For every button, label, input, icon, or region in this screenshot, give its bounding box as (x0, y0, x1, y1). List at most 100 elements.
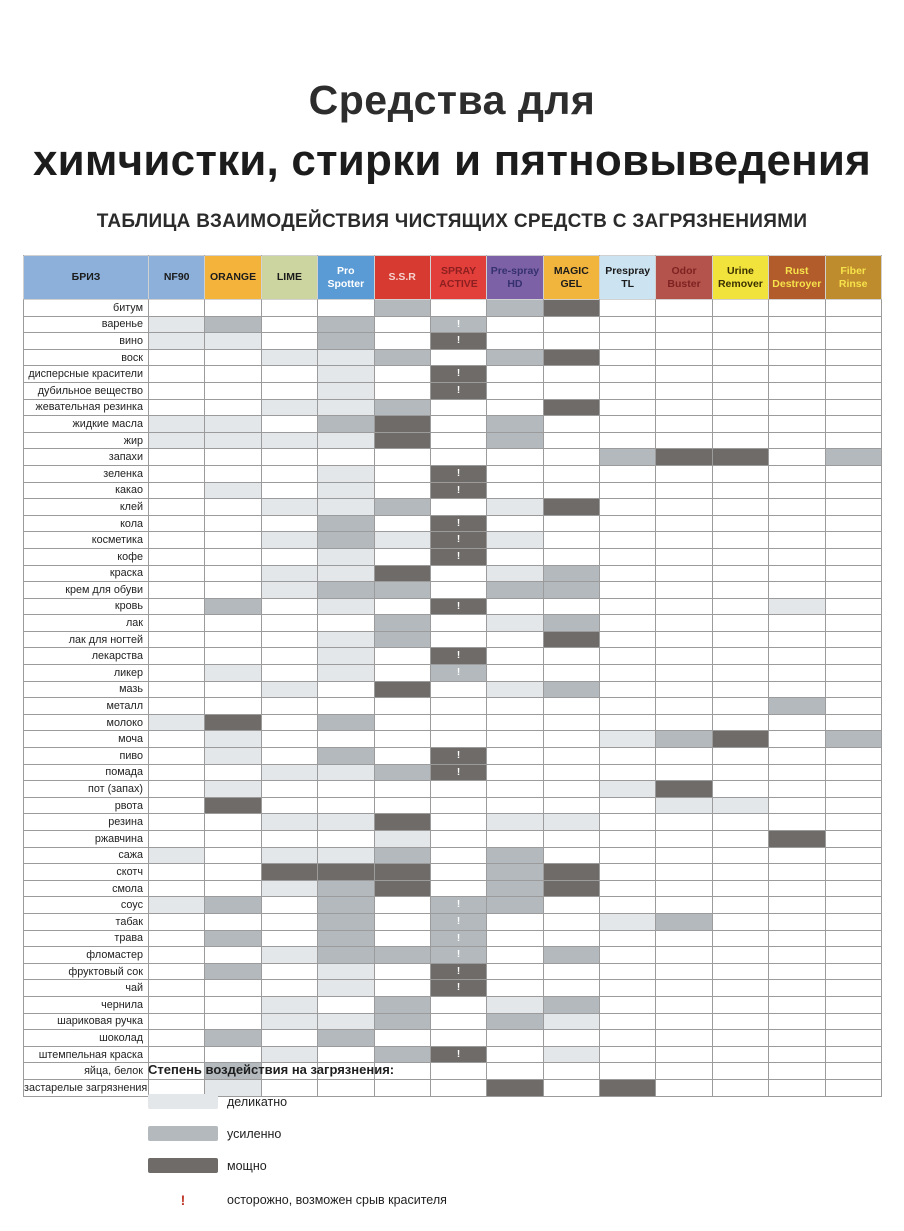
intensity-cell (598, 448, 657, 466)
intensity-cell (711, 946, 770, 964)
intensity-cell (260, 431, 319, 450)
dye-warning-icon: ! (456, 534, 461, 546)
intensity-cell (542, 962, 601, 981)
intensity-cell (542, 630, 601, 649)
intensity-cell (204, 763, 262, 782)
intensity-cell (373, 481, 431, 500)
legend-warning-row: ! осторожно, возможен срыв красителя (148, 1192, 708, 1208)
intensity-cell (147, 780, 206, 798)
intensity-cell (824, 614, 882, 632)
intensity-cell (317, 995, 375, 1014)
intensity-cell (711, 1045, 770, 1064)
intensity-cell (147, 381, 206, 400)
stain-row-label: помада (23, 763, 149, 782)
intensity-cell (147, 464, 206, 483)
intensity-cell (317, 946, 375, 964)
intensity-cell (204, 713, 262, 732)
intensity-cell (147, 813, 206, 831)
table-row: лекарства! (23, 647, 882, 666)
intensity-cell (542, 1045, 601, 1064)
intensity-cell (317, 763, 375, 782)
intensity-cell (824, 299, 882, 317)
intensity-cell (542, 664, 601, 682)
table-row: шоколад (23, 1029, 882, 1047)
intensity-cell (542, 747, 601, 765)
intensity-cell (317, 531, 375, 549)
intensity-cell (260, 1045, 319, 1064)
intensity-cell (260, 348, 319, 367)
intensity-cell (373, 813, 431, 831)
page-title: Средства для химчистки, стирки и пятновы… (0, 0, 904, 185)
intensity-cell (147, 995, 206, 1014)
intensity-cell (711, 879, 770, 898)
stain-row-label: пиво (23, 747, 149, 765)
intensity-cell (598, 581, 657, 599)
intensity-cell (486, 514, 544, 533)
intensity-cell (824, 946, 882, 964)
dye-warning-icon: ! (456, 932, 461, 944)
intensity-cell (768, 647, 826, 666)
intensity-cell (373, 547, 431, 566)
intensity-cell (147, 1078, 206, 1097)
intensity-cell (147, 979, 206, 997)
intensity-cell (260, 979, 319, 997)
intensity-cell (598, 348, 657, 367)
intensity-cell (373, 647, 431, 666)
intensity-cell (317, 581, 375, 599)
intensity-cell (373, 1078, 431, 1097)
intensity-cell (260, 415, 319, 433)
intensity-cell (373, 763, 431, 782)
intensity-cell (824, 1029, 882, 1047)
product-column-header: NF90 (147, 255, 206, 300)
intensity-cell (373, 780, 431, 798)
interaction-matrix: БРИЗ NF90 ORANGE LIME Pro Spotter S.S.R SPRAY … (23, 255, 882, 1097)
intensity-cell (204, 896, 262, 914)
intensity-cell (147, 796, 206, 815)
intensity-cell (486, 365, 544, 383)
intensity-cell (655, 664, 713, 682)
intensity-cell (486, 1029, 544, 1047)
dye-warning-icon: ! (456, 667, 461, 679)
intensity-cell (147, 879, 206, 898)
intensity-cell (260, 1078, 319, 1097)
intensity-cell (655, 780, 713, 798)
intensity-cell (486, 962, 544, 981)
intensity-cell (204, 697, 262, 715)
intensity-cell (598, 780, 657, 798)
intensity-cell (373, 581, 431, 599)
intensity-cell (824, 315, 882, 334)
intensity-cell (542, 547, 601, 566)
stain-row-label: рвота (23, 796, 149, 815)
table-row: кола! (23, 514, 882, 533)
table-row: резина (23, 813, 882, 831)
intensity-cell: ! (429, 946, 488, 964)
intensity-cell (317, 929, 375, 948)
intensity-cell (373, 747, 431, 765)
intensity-cell (317, 962, 375, 981)
intensity-cell (711, 979, 770, 997)
intensity-cell (373, 365, 431, 383)
stain-row-label: скотч (23, 863, 149, 881)
intensity-cell (768, 481, 826, 500)
intensity-cell (147, 415, 206, 433)
intensity-cell (373, 979, 431, 997)
intensity-cell (655, 348, 713, 367)
intensity-cell (655, 481, 713, 500)
dye-warning-icon: ! (456, 368, 461, 380)
table-row: рвота (23, 796, 882, 815)
intensity-cell (824, 747, 882, 765)
intensity-cell (824, 448, 882, 466)
intensity-cell (317, 332, 375, 350)
intensity-cell (317, 979, 375, 997)
table-row: битум (23, 299, 882, 317)
intensity-cell (824, 415, 882, 433)
intensity-cell: ! (429, 747, 488, 765)
intensity-cell (147, 697, 206, 715)
intensity-cell (204, 398, 262, 417)
intensity-cell (260, 547, 319, 566)
intensity-cell (824, 979, 882, 997)
intensity-cell (204, 315, 262, 334)
intensity-cell (711, 830, 770, 848)
intensity-cell (598, 547, 657, 566)
intensity-cell (317, 498, 375, 516)
